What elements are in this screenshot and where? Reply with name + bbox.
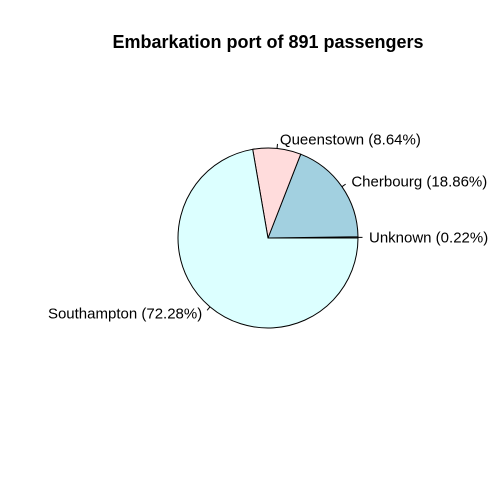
leader-lines	[206, 143, 363, 311]
pie-slice-southampton	[177, 148, 359, 329]
leader-line-cherbourg	[341, 183, 346, 188]
chart-title: Embarkation port of 891 passengers	[112, 32, 423, 52]
slice-labels: Unknown (0.22%) Cherbourg (18.86%) Queenst…	[48, 131, 488, 322]
pie-slices	[177, 147, 359, 329]
leader-line-southampton	[206, 306, 211, 311]
slice-label-queenstown: Queenstown (8.64%)	[280, 131, 421, 148]
slice-label-southampton: Southampton (72.28%)	[48, 306, 202, 323]
pie-slice-cherbourg	[267, 153, 359, 239]
slice-label-cherbourg: Cherbourg (18.86%)	[351, 174, 487, 191]
slice-label-unknown: Unknown (0.22%)	[369, 229, 488, 246]
